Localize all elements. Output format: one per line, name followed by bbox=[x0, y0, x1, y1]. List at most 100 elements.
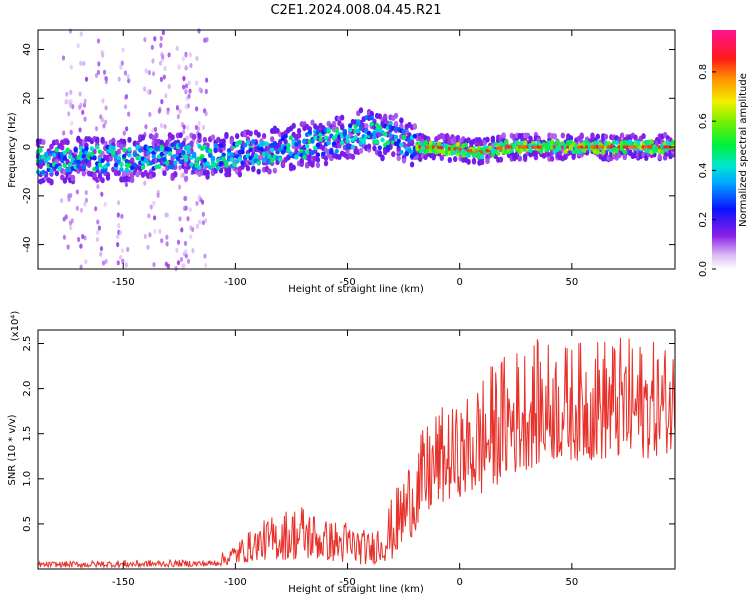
heatmap-cell bbox=[302, 154, 307, 160]
heatmap-cell bbox=[101, 260, 106, 266]
heatmap-cell bbox=[161, 30, 165, 36]
heatmap-cell bbox=[75, 205, 79, 211]
heatmap-cell bbox=[151, 171, 156, 178]
heatmap-cell bbox=[188, 52, 193, 58]
heatmap-cell bbox=[431, 154, 436, 161]
heatmap-cell bbox=[146, 244, 150, 250]
heatmap-cell bbox=[622, 149, 627, 155]
heatmap-cell bbox=[213, 147, 218, 153]
heatmap-cell bbox=[116, 148, 121, 155]
heatmap-cell bbox=[374, 139, 380, 145]
heatmap-cell bbox=[84, 146, 89, 152]
heatmap-cell bbox=[348, 123, 353, 129]
heatmap-cell bbox=[221, 152, 226, 158]
heatmap-cell bbox=[111, 149, 116, 154]
heatmap-cell bbox=[191, 248, 195, 254]
heatmap-cell bbox=[159, 147, 165, 152]
heatmap-cell bbox=[245, 140, 251, 146]
heatmap-cell bbox=[101, 98, 105, 104]
heatmap-cell bbox=[178, 216, 182, 222]
heatmap-cell bbox=[331, 120, 337, 127]
colorbar-gradient bbox=[712, 30, 736, 269]
spectrogram-y-axis-label: Frequency (Hz) bbox=[7, 112, 18, 188]
heatmap-cell bbox=[286, 142, 291, 148]
heatmap-cell bbox=[286, 147, 291, 153]
heatmap-cell bbox=[533, 154, 539, 161]
heatmap-cell bbox=[41, 169, 46, 175]
y-tick-label: -40 bbox=[22, 236, 33, 252]
heatmap-cell bbox=[356, 121, 361, 127]
heatmap-cell bbox=[186, 258, 191, 264]
heatmap-cell bbox=[549, 155, 555, 162]
heatmap-cell bbox=[144, 124, 148, 130]
heatmap-cell bbox=[41, 139, 46, 146]
heatmap-cell bbox=[323, 160, 329, 167]
y-tick-label: 0.5 bbox=[22, 516, 33, 532]
heatmap-cell bbox=[146, 150, 151, 156]
heatmap-cell bbox=[151, 127, 155, 133]
heatmap-cell bbox=[296, 139, 302, 145]
heatmap-cell bbox=[111, 145, 116, 151]
heatmap-cell bbox=[205, 37, 209, 43]
heatmap-cell bbox=[167, 83, 171, 90]
heatmap-cell bbox=[160, 238, 164, 244]
heatmap-cell bbox=[70, 120, 74, 126]
heatmap-cell bbox=[121, 138, 127, 145]
heatmap-cell bbox=[377, 125, 383, 130]
heatmap-cell bbox=[69, 129, 73, 135]
heatmap-cell bbox=[124, 167, 130, 173]
heatmap-cell bbox=[66, 244, 70, 250]
heatmap-cell bbox=[153, 215, 157, 221]
heatmap-cell bbox=[61, 55, 66, 61]
heatmap-cell bbox=[62, 130, 66, 136]
heatmap-cell bbox=[385, 145, 391, 150]
heatmap-cell bbox=[259, 146, 264, 152]
heatmap-cell bbox=[89, 152, 95, 157]
heatmap-cell bbox=[121, 147, 127, 153]
heatmap-cell bbox=[148, 147, 154, 153]
heatmap-cell bbox=[104, 258, 108, 264]
heatmap-cell bbox=[165, 234, 169, 240]
heatmap-cell bbox=[189, 234, 193, 240]
heatmap-cell bbox=[644, 154, 649, 161]
heatmap-cell bbox=[149, 204, 153, 210]
heatmap-cell bbox=[614, 148, 619, 154]
heatmap-cell bbox=[199, 153, 205, 159]
heatmap-cell bbox=[315, 156, 321, 163]
heatmap-cell bbox=[162, 157, 167, 162]
heatmap-cell bbox=[151, 58, 155, 64]
heatmap-cell bbox=[69, 225, 73, 231]
heatmap-cell bbox=[135, 144, 140, 150]
heatmap-cell bbox=[552, 133, 557, 140]
y-tick-label: 40 bbox=[22, 43, 33, 56]
heatmap-cell bbox=[127, 78, 131, 84]
heatmap-cell bbox=[181, 56, 185, 62]
heatmap-cell bbox=[81, 109, 85, 115]
heatmap-cell bbox=[117, 76, 121, 82]
heatmap-cell bbox=[173, 170, 178, 177]
heatmap-cell bbox=[163, 65, 167, 72]
heatmap-cell bbox=[119, 161, 124, 167]
heatmap-cell bbox=[229, 152, 234, 158]
heatmap-cell bbox=[89, 146, 95, 152]
colorbar-ticks: 0.0 0.2 0.4 0.6 0.8 bbox=[698, 64, 716, 277]
heatmap-cell bbox=[315, 152, 321, 158]
heatmap-cell bbox=[280, 160, 286, 167]
heatmap-cell bbox=[226, 167, 232, 174]
heatmap-cell bbox=[396, 138, 401, 144]
heatmap-cell bbox=[380, 155, 385, 162]
heatmap-cell bbox=[153, 126, 158, 133]
heatmap-cell bbox=[138, 147, 143, 153]
heatmap-cell bbox=[100, 177, 105, 184]
heatmap-cell bbox=[97, 225, 102, 231]
heatmap-cell bbox=[68, 28, 73, 34]
heatmap-cell bbox=[210, 134, 216, 141]
heatmap-cell bbox=[191, 133, 197, 140]
heatmap-cell bbox=[83, 116, 87, 122]
heatmap-cell bbox=[103, 201, 107, 208]
heatmap-cell bbox=[102, 69, 107, 75]
heatmap-cell bbox=[388, 120, 393, 126]
heatmap-cell bbox=[310, 150, 315, 156]
heatmap-cell bbox=[261, 133, 267, 140]
heatmap-cell bbox=[296, 132, 302, 139]
